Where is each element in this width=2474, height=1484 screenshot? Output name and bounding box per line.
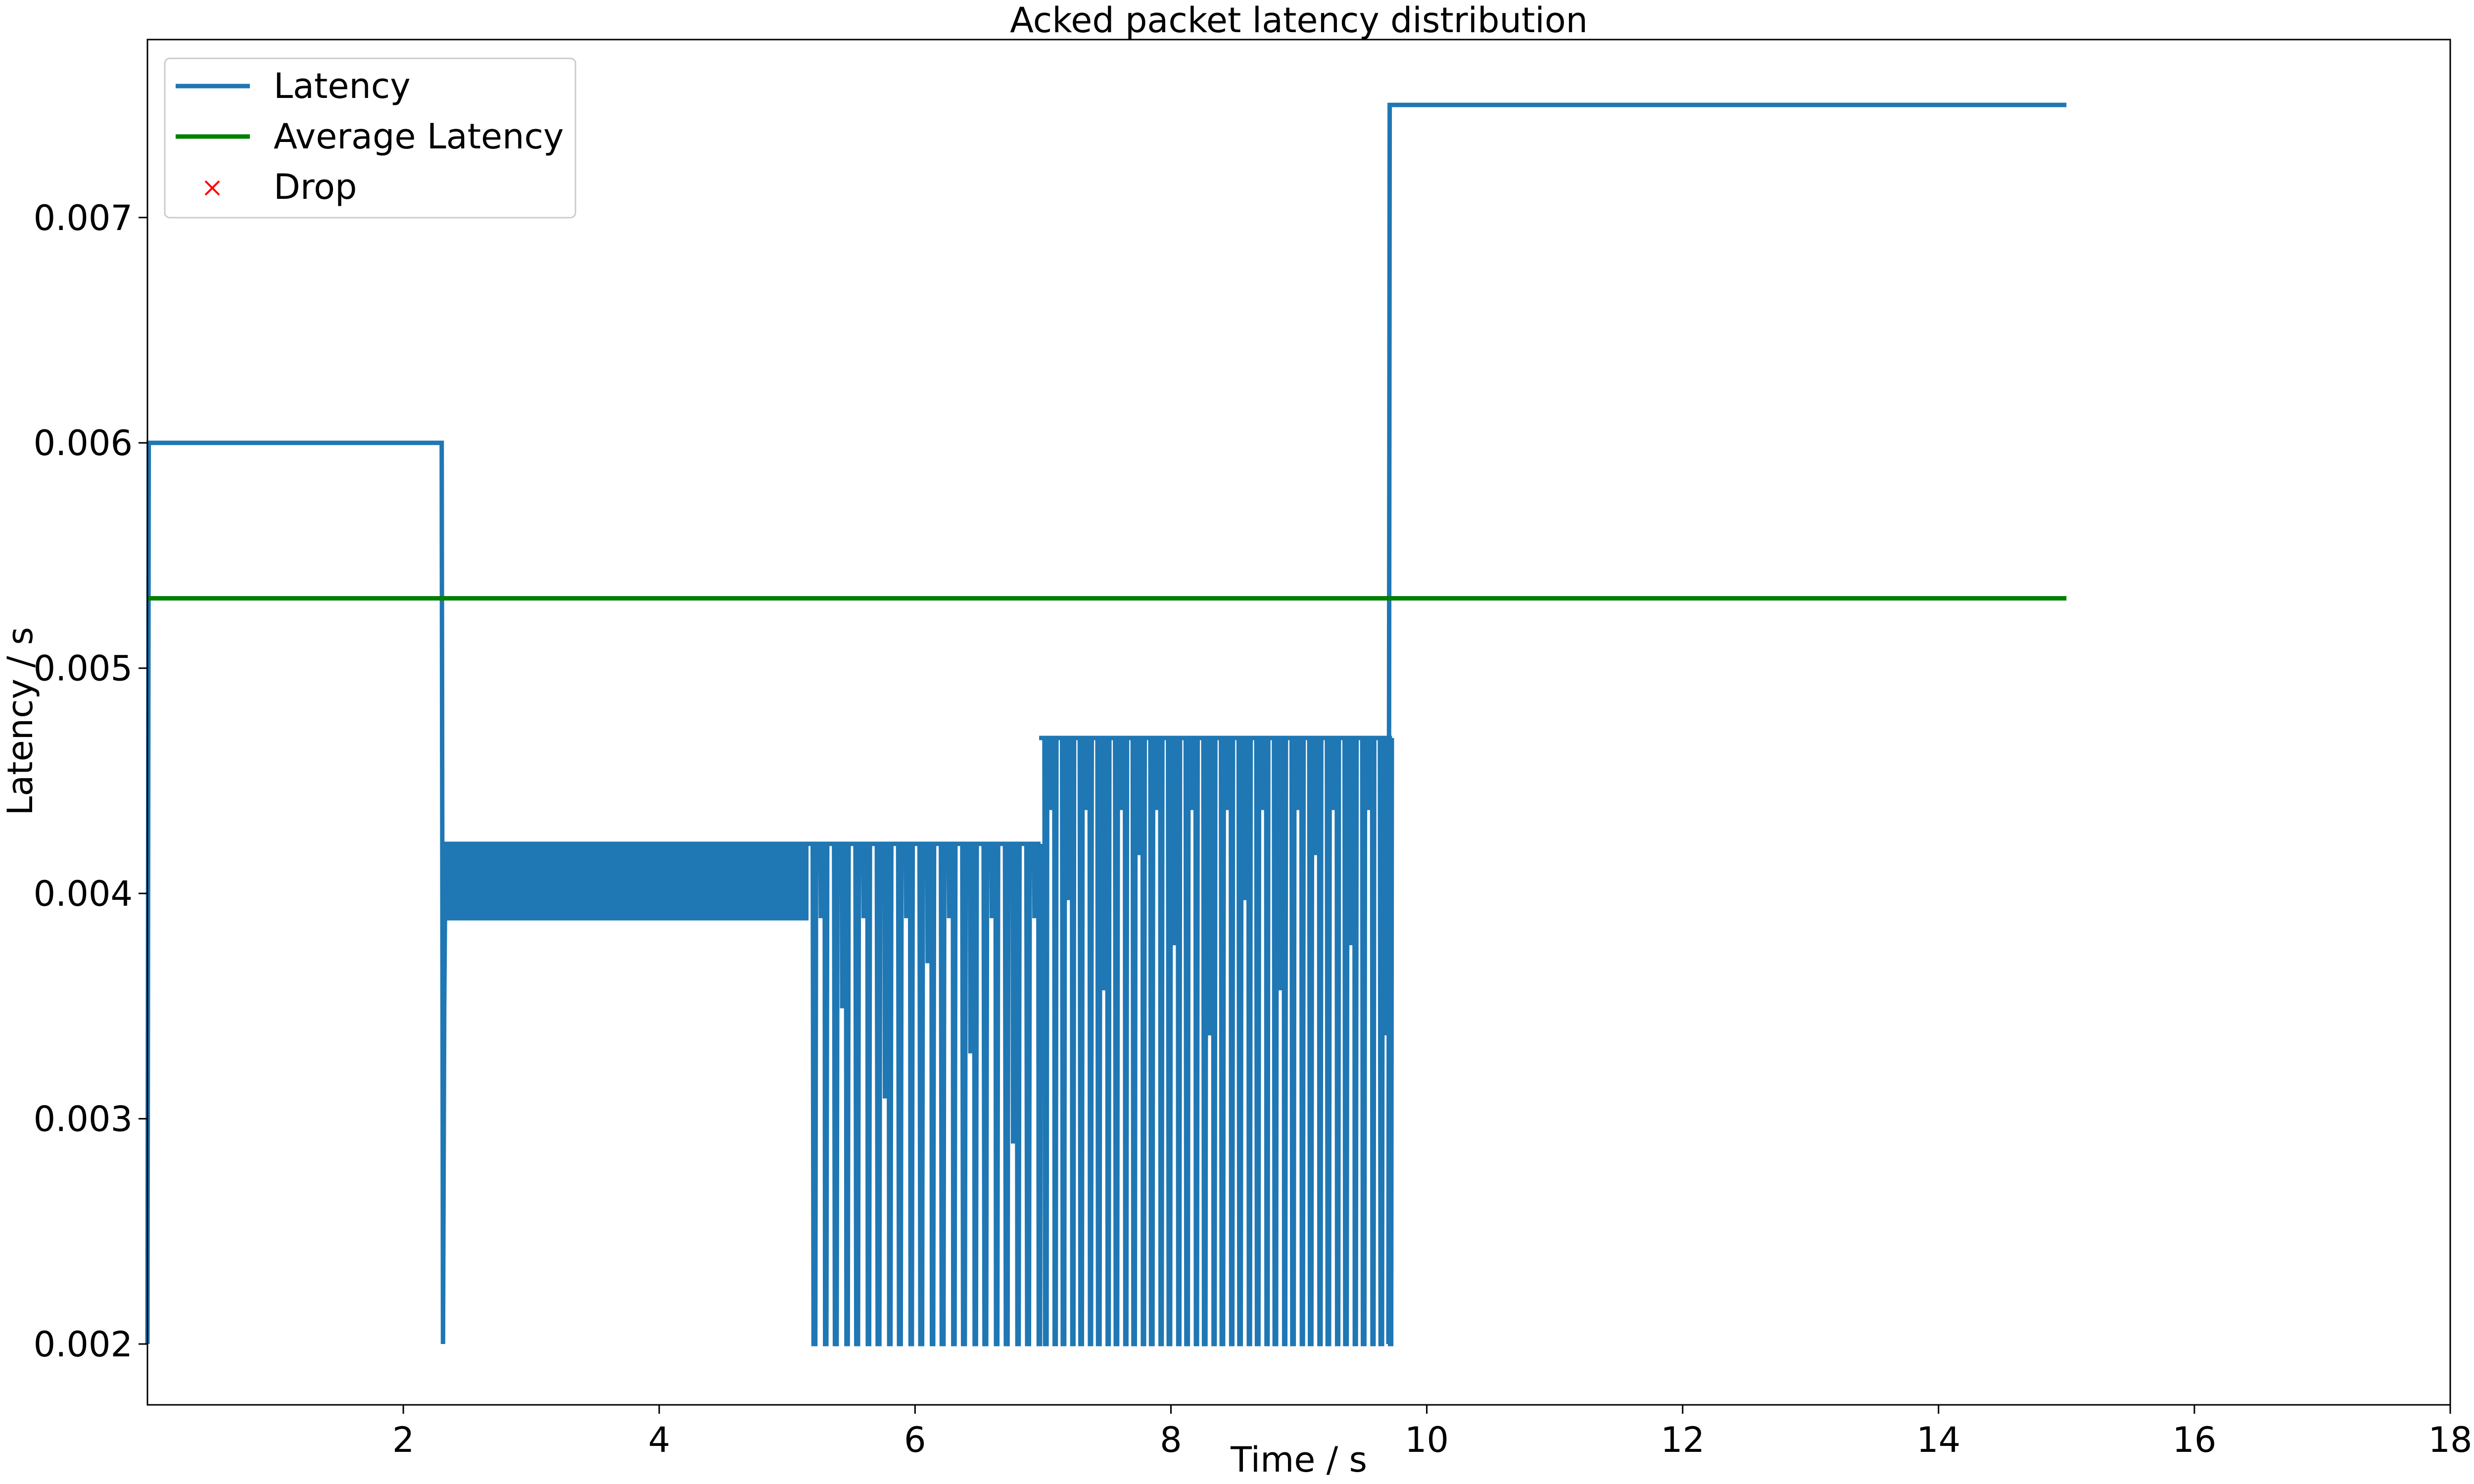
x-axis-label: Time / s: [1230, 1439, 1367, 1480]
y-axis-label: Latency / s: [0, 627, 41, 815]
x-tick-label: 2: [392, 1420, 415, 1460]
x-tick-label: 4: [648, 1420, 670, 1460]
axes: 2 4 6 8 10 12 14 16 18 0.002 0.003 0.004 0.005 0.006 0…: [34, 39, 2473, 1460]
latency-series-oscillation: [806, 841, 1044, 1346]
y-tick-label: 0.007: [34, 198, 133, 238]
legend-label-average-latency: Average Latency: [274, 116, 564, 157]
axes-frame: [146, 39, 2451, 1406]
x-tick-label: 12: [1661, 1420, 1705, 1460]
latency-series-line: [145, 440, 448, 1345]
y-tick-label: 0.006: [34, 423, 133, 464]
y-tick-label: 0.004: [34, 874, 133, 914]
plot-area: [145, 102, 2067, 1346]
legend-label-drop: Drop: [274, 167, 357, 207]
legend: Latency Average Latency Drop: [164, 57, 576, 219]
x-tick-label: 8: [1160, 1420, 1182, 1460]
y-tick-label: 0.003: [34, 1099, 133, 1140]
latency-series-band: [443, 841, 809, 921]
legend-box: [164, 57, 576, 219]
legend-marker-drop: [204, 180, 220, 196]
x-tick-label: 6: [904, 1420, 926, 1460]
x-tick-label: 16: [2172, 1420, 2216, 1460]
chart-title: Acked packet latency distribution: [1010, 0, 1588, 41]
y-tick-label: 0.002: [34, 1324, 133, 1365]
latency-series-oscillation: [1039, 736, 1394, 1346]
legend-label-latency: Latency: [274, 66, 411, 106]
latency-series-line: [1386, 102, 2067, 1345]
x-tick-label: 14: [1916, 1420, 1960, 1460]
x-tick-label: 18: [2428, 1420, 2472, 1460]
y-tick-label: 0.005: [34, 649, 133, 689]
x-tick-label: 10: [1405, 1420, 1449, 1460]
